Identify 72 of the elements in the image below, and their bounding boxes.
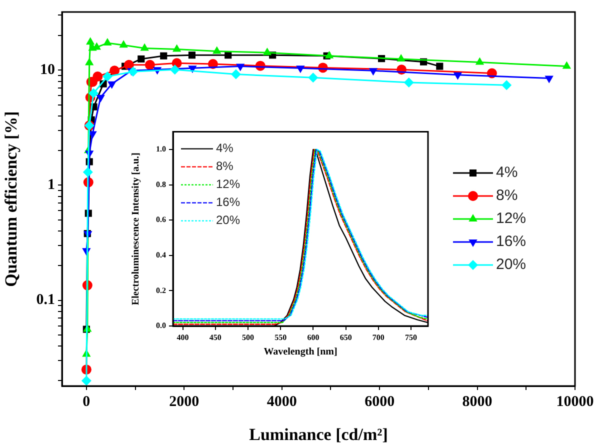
legend-label: 12% xyxy=(496,210,526,228)
point xyxy=(103,38,112,46)
x-tick-label: 6000 xyxy=(364,394,395,410)
point xyxy=(88,88,99,98)
point xyxy=(102,72,112,82)
point xyxy=(128,66,138,77)
y-tick-label: 0.2 xyxy=(156,286,166,295)
point xyxy=(404,78,414,88)
y-axis-title: Quantum efficiency [%] xyxy=(2,111,21,287)
point xyxy=(86,37,95,45)
legend-label: 20% xyxy=(496,256,526,274)
x-tick-label: 400 xyxy=(176,332,189,342)
point xyxy=(453,72,462,80)
y-tick-label: 1.0 xyxy=(156,144,166,154)
point xyxy=(396,54,406,62)
y-axis-title: Electroluminescence Intensity [a.u.] xyxy=(130,152,142,306)
x-tick-label: 650 xyxy=(340,332,352,342)
point xyxy=(436,62,444,70)
point xyxy=(262,48,272,56)
point xyxy=(144,60,155,70)
point xyxy=(119,40,128,48)
point xyxy=(236,64,245,72)
legend-label: 16% xyxy=(496,233,526,250)
x-tick-label: 0 xyxy=(82,394,90,410)
legend-label: 16% xyxy=(216,195,240,210)
legend-label: 8% xyxy=(216,159,234,174)
point xyxy=(212,46,222,54)
x-axis-title: Luminance [cd/m²] xyxy=(249,425,388,444)
point xyxy=(96,94,105,102)
y-tick-label: 0.0 xyxy=(156,321,166,330)
y-tick-label: 1 xyxy=(48,177,55,194)
point xyxy=(502,80,512,90)
point xyxy=(544,76,554,84)
x-tick-label: 700 xyxy=(372,332,384,342)
y-tick-label: 0.1 xyxy=(36,292,55,308)
point xyxy=(308,72,318,83)
point xyxy=(475,57,484,65)
point xyxy=(82,167,93,178)
y-tick-label: 0.8 xyxy=(156,180,166,189)
x-axis-title: Wavelength [nm] xyxy=(264,346,338,358)
legend-label: 4% xyxy=(496,164,518,182)
point xyxy=(92,72,103,82)
x-tick-label: 10000 xyxy=(556,394,594,410)
legend-label: 8% xyxy=(496,187,518,204)
y-tick-label: 10 xyxy=(40,62,55,78)
point xyxy=(170,64,180,75)
point xyxy=(368,68,378,76)
point xyxy=(324,50,334,58)
point xyxy=(188,52,196,59)
x-tick-label: 500 xyxy=(242,332,254,342)
y-tick-label: 0.6 xyxy=(156,215,166,224)
legend-label: 4% xyxy=(216,141,234,156)
x-tick-label: 8000 xyxy=(462,394,492,410)
point xyxy=(140,43,149,51)
x-tick-label: 750 xyxy=(405,332,418,342)
x-tick-label: 4000 xyxy=(266,394,297,410)
point xyxy=(138,55,145,63)
point xyxy=(81,376,92,386)
point xyxy=(562,61,572,69)
legend-label: 12% xyxy=(216,177,240,192)
y-tick-label: 0.4 xyxy=(156,250,166,260)
legend-label: 20% xyxy=(216,213,240,228)
point xyxy=(85,58,94,66)
point xyxy=(160,52,168,60)
x-tick-label: 2000 xyxy=(169,394,200,410)
x-tick-label: 600 xyxy=(307,332,320,342)
point xyxy=(108,81,116,89)
point xyxy=(172,44,182,52)
point xyxy=(230,69,241,80)
x-tick-label: 450 xyxy=(209,332,222,342)
point xyxy=(296,66,305,74)
x-tick-label: 550 xyxy=(274,332,287,342)
